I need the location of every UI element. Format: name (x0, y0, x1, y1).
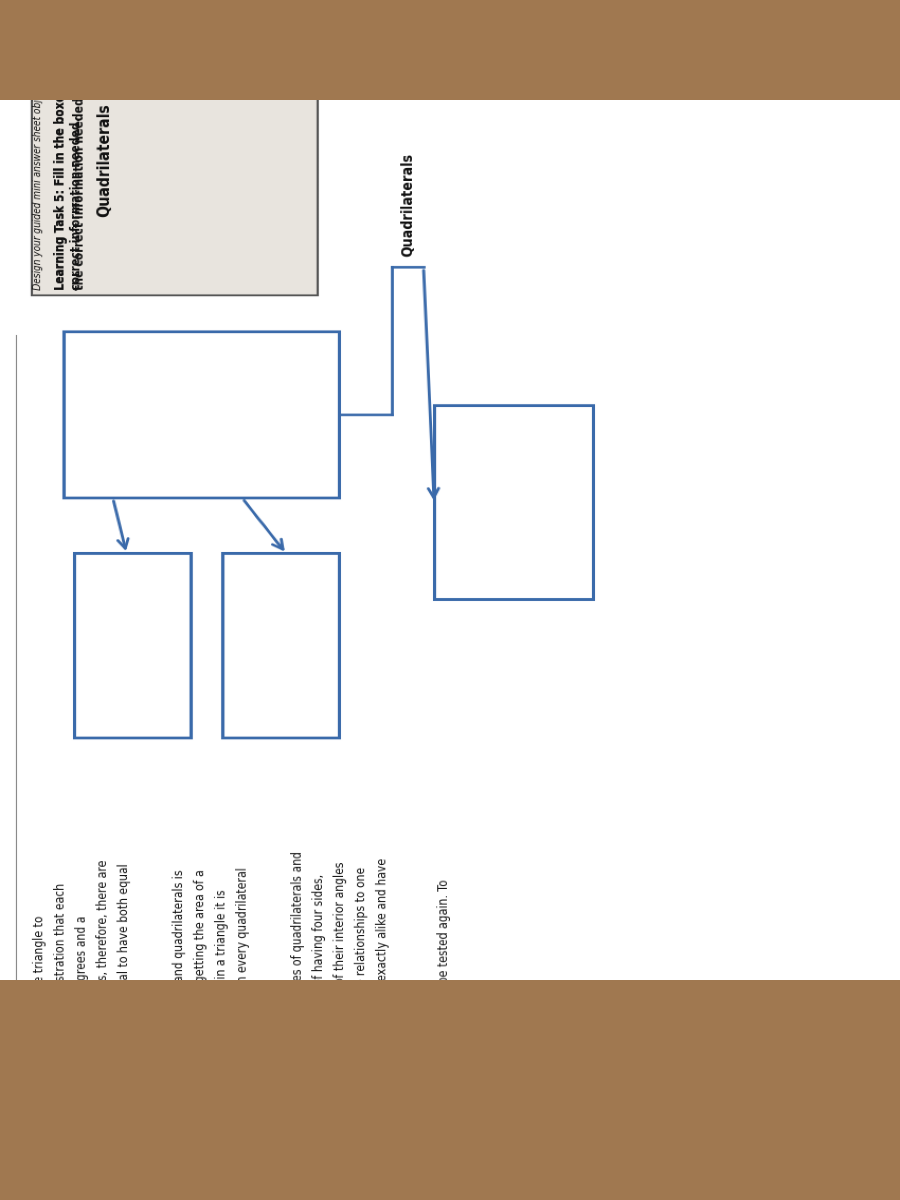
FancyBboxPatch shape (0, 0, 900, 100)
FancyBboxPatch shape (0, 980, 900, 1200)
